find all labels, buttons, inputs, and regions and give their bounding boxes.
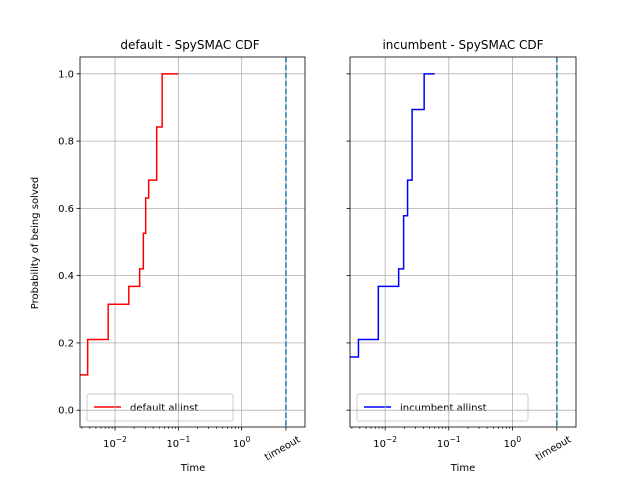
legend-box	[86, 393, 234, 422]
plot-area	[350, 57, 558, 427]
legend-box	[356, 393, 529, 422]
axes-frame	[349, 56, 577, 428]
legend: default allinst	[86, 393, 234, 422]
x-tick-label: 100	[504, 435, 522, 450]
y-tick-label: 0.4	[58, 271, 74, 282]
chart-title: incumbent - SpySMAC CDF	[382, 38, 543, 52]
y-tick-label: 0.6	[58, 204, 74, 215]
y-tick-label: 0.8	[58, 137, 74, 148]
y-tick-label: 1.0	[58, 69, 74, 80]
subplot-incumbent: incumbent - SpySMAC CDF Time incumbent a…	[346, 38, 577, 474]
series-line	[350, 73, 435, 358]
series-line	[80, 73, 179, 376]
x-axis-label: Time	[180, 463, 205, 474]
y-tick-label: 0.0	[58, 406, 74, 417]
x-tick-label: 100	[233, 435, 251, 450]
x-tick-label: 10−1	[166, 435, 190, 450]
x-tick-label: 10−1	[437, 435, 461, 450]
plot-area	[80, 57, 287, 427]
y-tick-label: 0.2	[58, 338, 74, 349]
legend: incumbent allinst	[356, 393, 529, 422]
legend-label: default allinst	[130, 403, 198, 414]
axes-frame	[79, 56, 306, 428]
x-axis-label: Time	[450, 463, 475, 474]
x-tick-label: 10−2	[373, 435, 397, 450]
x-tick-label: 10−2	[103, 435, 127, 450]
legend-label: incumbent allinst	[400, 403, 487, 414]
chart-title: default - SpySMAC CDF	[120, 38, 259, 52]
y-axis-label: Probability of being solved	[30, 177, 41, 310]
